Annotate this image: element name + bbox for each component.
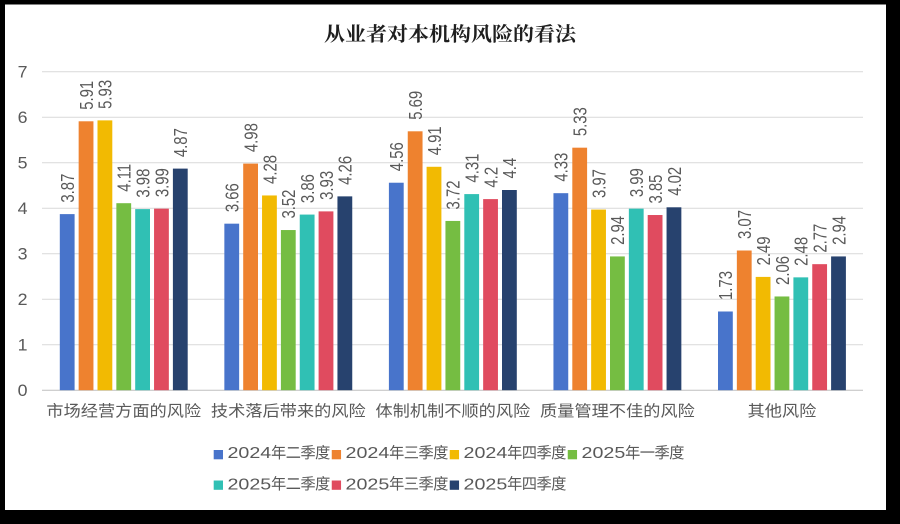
svg-text:2.94: 2.94: [608, 216, 629, 245]
svg-text:3.86: 3.86: [297, 174, 318, 203]
svg-text:2.94: 2.94: [829, 216, 850, 245]
svg-text:2024: 2024: [346, 444, 390, 462]
svg-text:4: 4: [18, 200, 28, 218]
svg-text:3: 3: [18, 245, 28, 263]
svg-text:5: 5: [18, 154, 28, 172]
svg-text:2024: 2024: [464, 444, 508, 462]
svg-text:2.77: 2.77: [810, 224, 831, 253]
svg-text:2025: 2025: [582, 444, 626, 462]
svg-text:3.97: 3.97: [589, 169, 610, 198]
svg-text:2: 2: [18, 291, 28, 309]
svg-text:5.93: 5.93: [95, 80, 116, 109]
svg-text:6: 6: [18, 109, 28, 127]
svg-text:7: 7: [18, 63, 28, 81]
svg-text:4.33: 4.33: [551, 153, 572, 182]
svg-text:4.4: 4.4: [500, 158, 521, 179]
svg-text:3.93: 3.93: [316, 171, 337, 200]
svg-text:2025: 2025: [464, 475, 508, 493]
svg-text:4.02: 4.02: [664, 167, 685, 196]
svg-text:3.99: 3.99: [152, 168, 173, 197]
svg-text:4.56: 4.56: [387, 142, 408, 171]
svg-text:4.87: 4.87: [171, 128, 192, 157]
svg-text:3.66: 3.66: [222, 183, 243, 212]
svg-text:2.48: 2.48: [791, 237, 812, 266]
svg-text:2025: 2025: [228, 475, 272, 493]
svg-text:4.11: 4.11: [114, 164, 135, 192]
svg-text:2024: 2024: [228, 444, 272, 462]
svg-text:2025: 2025: [346, 475, 390, 493]
svg-text:4.98: 4.98: [241, 123, 262, 152]
svg-text:4.91: 4.91: [424, 126, 445, 155]
svg-text:3.52: 3.52: [279, 190, 300, 219]
svg-text:1: 1: [18, 336, 28, 354]
svg-text:5.33: 5.33: [570, 107, 591, 136]
svg-text:3.07: 3.07: [734, 210, 755, 239]
svg-text:4.26: 4.26: [335, 156, 356, 185]
svg-text:3.85: 3.85: [645, 175, 666, 204]
svg-text:3.99: 3.99: [626, 168, 647, 197]
svg-text:5.91: 5.91: [76, 81, 97, 110]
svg-text:2.06: 2.06: [772, 256, 793, 285]
svg-text:3.72: 3.72: [443, 180, 464, 209]
svg-text:4.2: 4.2: [481, 167, 502, 188]
svg-text:2.49: 2.49: [753, 236, 774, 265]
svg-text:4.28: 4.28: [260, 155, 281, 184]
svg-text:0: 0: [18, 382, 28, 400]
svg-text:4.31: 4.31: [462, 154, 483, 183]
svg-text:5.69: 5.69: [405, 91, 426, 120]
svg-text:1.73: 1.73: [716, 271, 737, 300]
svg-text:3.87: 3.87: [57, 174, 78, 203]
svg-text:3.98: 3.98: [133, 169, 154, 198]
